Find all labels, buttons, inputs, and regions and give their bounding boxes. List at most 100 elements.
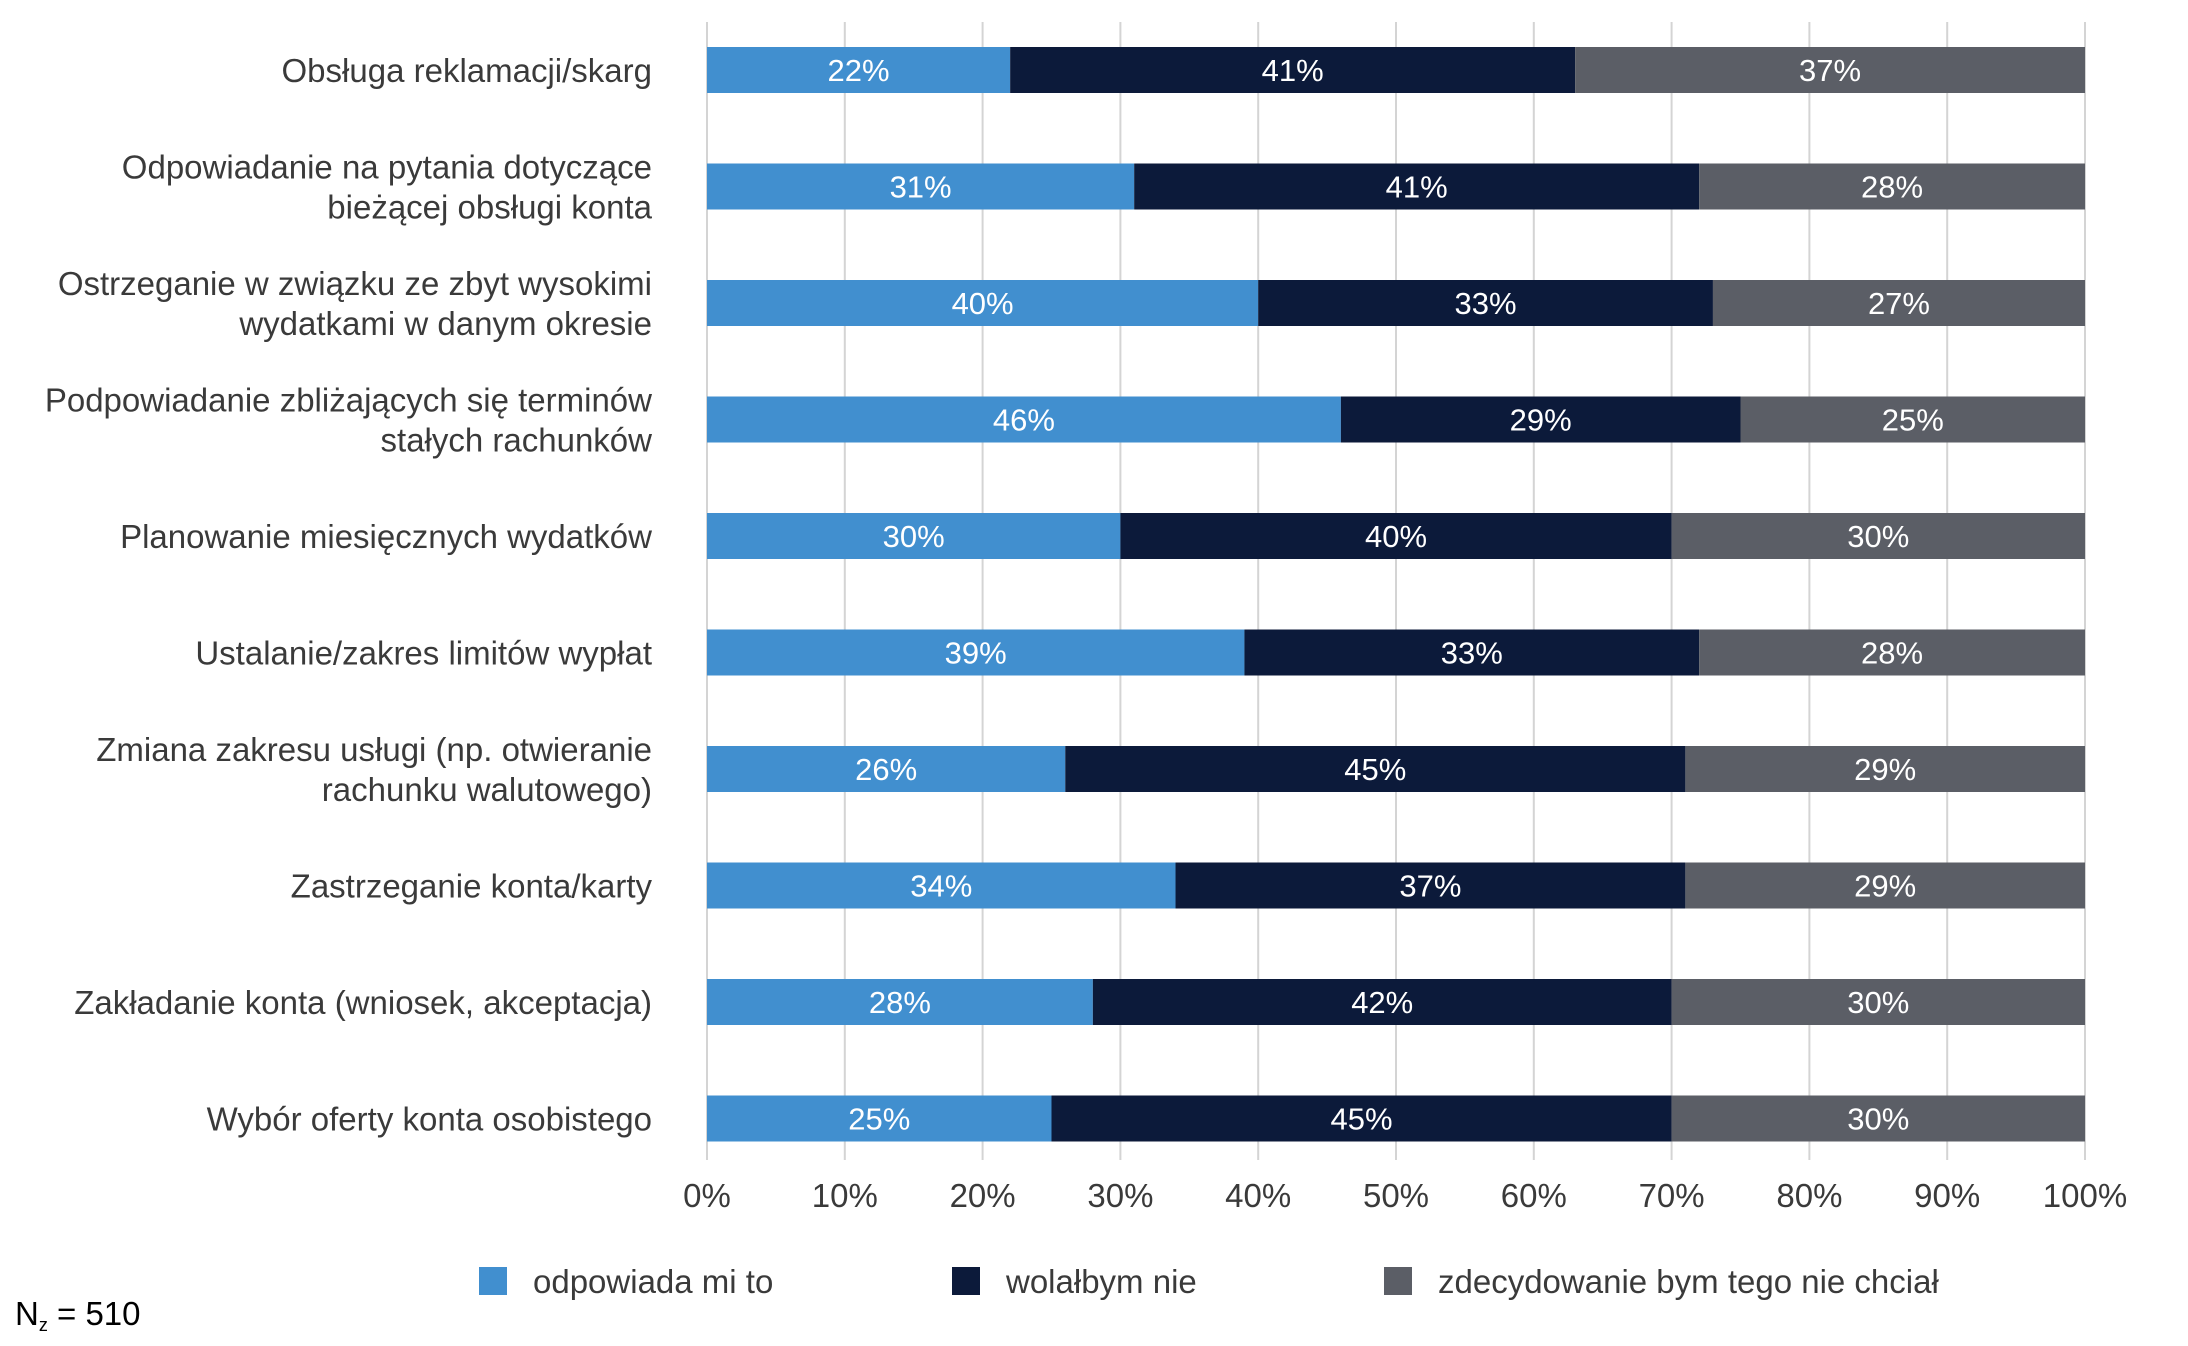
bar-segment: [707, 1095, 1052, 1142]
legend-label: odpowiada mi to: [533, 1263, 773, 1300]
bar-value-label: 29%: [1510, 403, 1572, 438]
bar-segment: [1010, 47, 1576, 93]
bar-segment: [1065, 746, 1686, 792]
bar-value-label: 30%: [1847, 985, 1909, 1020]
category-labels: Obsługa reklamacji/skarg Odpowiadanie na …: [45, 52, 653, 1138]
bar-value-label: 28%: [1861, 636, 1923, 671]
bar-value-label: 34%: [910, 869, 972, 904]
bar-value-label: 37%: [1799, 53, 1861, 88]
category-label: stałych rachunków: [381, 422, 653, 459]
x-tick-label: 80%: [1776, 1177, 1842, 1214]
legend-swatch: [479, 1267, 507, 1295]
bar-segment: [1258, 280, 1713, 326]
x-tick-label: 30%: [1087, 1177, 1153, 1214]
bar-value-label: 28%: [869, 985, 931, 1020]
x-tick-label: 50%: [1363, 1177, 1429, 1214]
bar-segment: [1685, 746, 2085, 792]
x-tick-label: 20%: [950, 1177, 1016, 1214]
bar-segment: [1671, 1095, 2085, 1142]
bar-value-label: 41%: [1262, 53, 1324, 88]
category-label: wydatkami w danym okresie: [238, 305, 652, 342]
bar-segment: [1134, 163, 1700, 210]
bar-segment: [1244, 629, 1700, 676]
bar-segment: [1092, 979, 1672, 1025]
legend-swatch: [1384, 1267, 1412, 1295]
bar-segment: [1340, 396, 1741, 443]
category-label: Zakładanie konta (wniosek, akceptacja): [74, 984, 652, 1021]
sample-note-value: = 510: [47, 1295, 141, 1332]
bar-segment: [1575, 47, 2085, 93]
bar-value-label: 41%: [1386, 170, 1448, 205]
bar-segment: [707, 396, 1341, 443]
bar-segment: [707, 979, 1093, 1025]
bar-value-label: 45%: [1344, 752, 1406, 787]
bar-value-label: 29%: [1854, 752, 1916, 787]
category-label: Zmiana zakresu usługi (np. otwieranie: [96, 731, 652, 768]
category-label: Wybór oferty konta osobistego: [207, 1101, 652, 1138]
bar-segment: [1740, 396, 2085, 443]
bar-segment: [707, 47, 1011, 93]
bar-value-label: 27%: [1868, 286, 1930, 321]
gridlines: [706, 22, 2086, 1160]
category-label: Ustalanie/zakres limitów wypłat: [195, 635, 652, 672]
bar-segment: [1712, 280, 2085, 326]
bar-value-label: 45%: [1331, 1102, 1393, 1137]
category-label: Ostrzeganie w związku ze zbyt wysokimi: [58, 265, 652, 302]
legend-label: wolałbym nie: [1005, 1263, 1197, 1300]
bar-value-label: 40%: [952, 286, 1014, 321]
bar-segment: [707, 862, 1176, 909]
x-tick-label: 60%: [1501, 1177, 1567, 1214]
legend-swatch: [952, 1267, 980, 1295]
bar-value-label: 26%: [855, 752, 917, 787]
bar-segment: [707, 746, 1066, 792]
bar-segment: [1671, 513, 2085, 559]
bar-value-label: 25%: [1882, 403, 1944, 438]
x-axis-ticks: 0% 10% 20% 30% 40% 50% 60% 70% 80% 90% 100%: [683, 1177, 2127, 1214]
bar-value-label: 30%: [1847, 519, 1909, 554]
bar-segment: [1685, 862, 2085, 909]
bar-segment: [1175, 862, 1686, 909]
bar-value-label: 28%: [1861, 170, 1923, 205]
bar-segment: [707, 163, 1135, 210]
bar-segment: [1120, 513, 1672, 559]
bar-value-label: 31%: [890, 170, 952, 205]
bar-value-label: 46%: [993, 403, 1055, 438]
x-tick-label: 70%: [1639, 1177, 1705, 1214]
bar-value-label: 22%: [828, 53, 890, 88]
category-label: Podpowiadanie zbliżających się terminów: [45, 382, 652, 419]
bar-segment: [707, 280, 1259, 326]
x-tick-label: 100%: [2043, 1177, 2127, 1214]
x-tick-label: 90%: [1914, 1177, 1980, 1214]
category-label: Obsługa reklamacji/skarg: [282, 52, 652, 89]
bar-segment: [1051, 1095, 1672, 1142]
bar-value-label: 42%: [1351, 985, 1413, 1020]
bar-value-label: 39%: [945, 636, 1007, 671]
bar-value-label: 33%: [1455, 286, 1517, 321]
bar-segment: [707, 629, 1245, 676]
bar-segment: [1671, 979, 2085, 1025]
bar-value-label: 37%: [1399, 869, 1461, 904]
category-label: Odpowiadanie na pytania dotyczące: [122, 149, 652, 186]
bar-value-label: 29%: [1854, 869, 1916, 904]
legend: odpowiada mi to wolałbym nie zdecydowanie …: [479, 1263, 1939, 1300]
category-label: Planowanie miesięcznych wydatków: [120, 518, 652, 555]
bar-value-label: 30%: [883, 519, 945, 554]
sample-note-subscript: z: [38, 1315, 48, 1335]
bar-segment: [707, 513, 1121, 559]
x-tick-label: 40%: [1225, 1177, 1291, 1214]
sample-note-prefix: N: [15, 1295, 39, 1332]
bar-value-label: 40%: [1365, 519, 1427, 554]
category-label: bieżącej obsługi konta: [327, 189, 652, 226]
x-tick-label: 10%: [812, 1177, 878, 1214]
legend-label: zdecydowanie bym tego nie chciał: [1438, 1263, 1939, 1300]
x-tick-label: 0%: [683, 1177, 731, 1214]
bars: 22% 41% 37% 31% 41% 28% 40% 33% 27% 46% 29% 25% 30% 4…: [707, 47, 2085, 1142]
category-label: Zastrzeganie konta/karty: [291, 868, 653, 905]
category-label: rachunku walutowego): [322, 771, 652, 808]
sample-size-note: Nz = 510: [15, 1294, 141, 1345]
bar-segment: [1699, 629, 2085, 676]
bar-value-label: 30%: [1847, 1102, 1909, 1137]
bar-value-label: 33%: [1441, 636, 1503, 671]
